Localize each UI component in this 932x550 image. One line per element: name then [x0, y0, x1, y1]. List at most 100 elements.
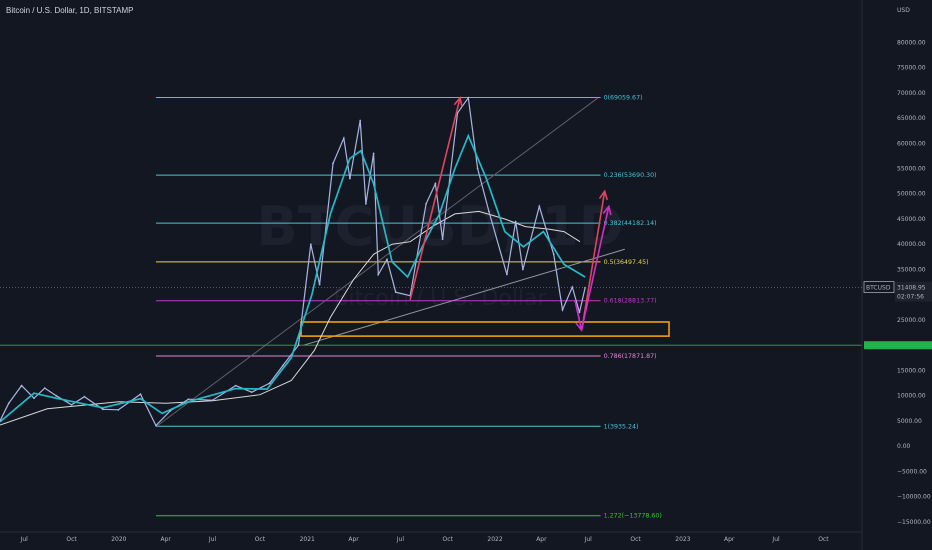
trendline-neckline [303, 248, 625, 346]
price-tick-label: 35000.00 [897, 266, 926, 273]
price-tick-label: 75000.00 [897, 65, 926, 72]
arrow-drawings[interactable] [409, 96, 612, 332]
symbol-tag-label: BTCUSD [866, 285, 891, 292]
price-point [33, 397, 35, 400]
price-tick-label: −5000.00 [897, 468, 927, 475]
price-point [309, 243, 312, 246]
fib-level-label: 0(69059.67) [604, 95, 643, 102]
time-tick-label: Jul [771, 536, 780, 543]
price-point [70, 403, 73, 406]
price-point [7, 402, 10, 405]
fib-level-label: 1(3935.24) [604, 423, 639, 430]
price-tick-label: 50000.00 [897, 191, 926, 198]
price-point [386, 258, 388, 261]
price-point [487, 210, 490, 213]
last-price-tag [895, 281, 932, 302]
price-point [359, 119, 362, 122]
price-point [349, 177, 351, 180]
price-tick-label: 25000.00 [897, 317, 926, 324]
price-point [102, 408, 104, 411]
price-point [234, 384, 237, 387]
level-price-tag [864, 341, 932, 350]
price-tick-label: 15000.00 [897, 367, 926, 374]
fib-level-label: 0.236(53690.30) [604, 172, 657, 179]
time-tick-label: Apr [161, 536, 172, 543]
price-point [538, 205, 541, 208]
arrow-shaft [581, 191, 606, 326]
ma-slow-line [0, 210, 581, 426]
ma-fast-line [0, 133, 586, 423]
time-tick-label: Apr [348, 536, 359, 543]
price-tick-label: 55000.00 [897, 166, 926, 173]
fib-level-label: 0.5(36497.45) [604, 259, 649, 266]
price-axis-currency: USD [897, 7, 910, 14]
price-point [476, 167, 479, 170]
time-axis[interactable]: Jul Oct 2020 Apr Jul Oct 2021 Apr Jul Oct 2022 Apr J… [20, 536, 830, 543]
price-point [342, 137, 345, 140]
time-tick-label: Jul [396, 536, 405, 543]
watermark: BTCUSD, 1D Bitcoin / U.S. Dollar [257, 195, 624, 311]
price-point [0, 420, 1, 422]
price-point [552, 253, 555, 256]
price-point [169, 409, 172, 412]
price-point [434, 182, 437, 185]
last-price-marker: BTCUSD 31408.95 02:07:56 [0, 281, 932, 302]
price-point [521, 268, 524, 271]
arrow-shaft [574, 299, 583, 331]
price-point [561, 308, 564, 311]
price-point [467, 96, 470, 99]
price-point [250, 391, 253, 394]
price-point [506, 273, 508, 276]
time-tick-label: Oct [630, 536, 641, 543]
price-point [318, 283, 321, 286]
price-point [155, 424, 157, 427]
price-tick-label: −15000.00 [897, 519, 931, 526]
price-point [332, 162, 334, 165]
time-tick-label: Jul [584, 536, 593, 543]
price-point [394, 291, 397, 294]
arrow-head [453, 96, 463, 107]
bar-countdown: 02:07:56 [897, 294, 924, 301]
fibonacci-retracement[interactable]: 0(69059.67) 0.236(53690.30) 0.382(44182.14… [155, 95, 662, 520]
time-tick-label: Jul [208, 536, 217, 543]
price-point [55, 394, 57, 397]
fib-level-label: 0.382(44182.14) [604, 220, 657, 227]
price-point [282, 364, 284, 367]
fib-level-label: 1.272(−13778.60) [604, 513, 662, 520]
price-point [211, 399, 214, 402]
time-tick-label: 2022 [487, 536, 502, 543]
price-point [372, 152, 375, 155]
time-tick-label: Apr [724, 536, 735, 543]
time-tick-label: Oct [255, 536, 266, 543]
price-point [377, 273, 380, 276]
watermark-name: Bitcoin / U.S. Dollar [333, 286, 547, 311]
price-point [117, 408, 120, 411]
last-price-value: 31408.95 [897, 285, 926, 292]
price-tick-label: 40000.00 [897, 241, 926, 248]
price-tick-label: 70000.00 [897, 90, 926, 97]
arrow-shaft [409, 97, 461, 300]
price-point [514, 220, 517, 223]
price-tick-label: 60000.00 [897, 140, 926, 147]
fib-level-label: 0.618(28813.77) [604, 298, 657, 305]
price-point [578, 311, 581, 314]
time-tick-label: 2023 [675, 536, 690, 543]
time-tick-label: 2021 [300, 536, 315, 543]
arrow-head [598, 189, 608, 201]
price-tick-label: 65000.00 [897, 115, 926, 122]
price-tick-label: 0.00 [897, 443, 911, 450]
price-point [441, 238, 444, 241]
price-tick-label: 80000.00 [897, 39, 926, 46]
price-point [425, 202, 428, 205]
price-point [43, 387, 46, 390]
price-point [139, 393, 142, 396]
price-point [268, 382, 271, 384]
time-tick-label: Jul [20, 536, 29, 543]
time-tick-label: Apr [536, 536, 547, 543]
time-tick-label: Oct [66, 536, 77, 543]
price-point [83, 395, 86, 398]
time-tick-label: Oct [443, 536, 454, 543]
